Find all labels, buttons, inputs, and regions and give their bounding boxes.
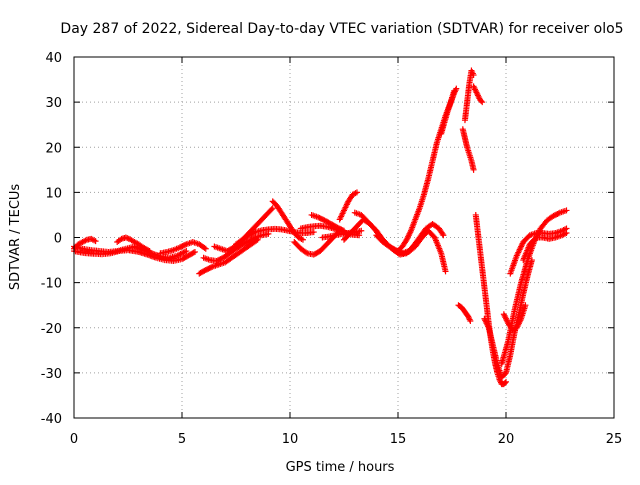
y-axis-label: SDTVAR / TECUs [8, 184, 23, 291]
y-tick-label: 30 [45, 96, 62, 111]
point-trail [520, 230, 569, 262]
point-trail [72, 236, 98, 251]
point-trail [501, 303, 528, 333]
series-hour11-bump [308, 211, 347, 234]
point-trail [462, 69, 476, 122]
series-hour20-branch [500, 302, 529, 334]
series-early-hump [114, 234, 153, 255]
series-hour13-up [336, 189, 360, 223]
point-trail [197, 237, 260, 276]
series-hour21-lower [520, 229, 570, 264]
y-tick-label: 40 [45, 51, 62, 66]
y-tick-label: -40 [41, 412, 62, 427]
series-hour18-slope [459, 126, 477, 173]
y-tick-label: -10 [41, 277, 62, 292]
series-hour20-valley [481, 257, 535, 381]
x-tick-label: 10 [282, 432, 299, 447]
y-tick-label: -20 [41, 322, 62, 337]
y-tick-label: 10 [45, 186, 62, 201]
series-hour18-right [470, 83, 486, 106]
data-point [503, 378, 509, 385]
series-hour18-neg [455, 302, 474, 324]
y-tick-label: 0 [54, 232, 62, 247]
chart-title: Day 287 of 2022, Sidereal Day-to-day VTE… [60, 21, 623, 37]
point-trail [471, 84, 485, 104]
point-trail [507, 226, 569, 275]
x-tick-label: 0 [70, 432, 78, 447]
point-trail [482, 258, 535, 380]
data-points [71, 67, 570, 388]
x-tick-label: 25 [606, 432, 623, 447]
series-mid-b [200, 230, 272, 264]
series-mid-dip [157, 239, 209, 257]
point-trail [310, 212, 346, 234]
point-trail [460, 127, 477, 172]
x-tick-label: 5 [178, 432, 186, 447]
point-trail [115, 234, 152, 254]
data-point [479, 99, 486, 106]
point-trail [159, 239, 208, 256]
x-axis-label: GPS time / hours [286, 460, 395, 475]
y-axis-ticks: -40 -30 -20 -10 0 10 20 30 40 [41, 51, 614, 427]
series-hour21-upper [507, 225, 570, 277]
series-hour18-top [461, 67, 477, 124]
series-hour9-peak [269, 198, 306, 243]
y-tick-label: 20 [45, 141, 62, 156]
point-trail [337, 190, 359, 221]
x-axis-ticks: 0 5 10 15 20 25 [70, 57, 622, 447]
point-trail [270, 199, 305, 243]
x-tick-label: 20 [498, 432, 515, 447]
point-trail [456, 302, 473, 323]
y-tick-label: -30 [41, 367, 62, 382]
series-hour17-spike [438, 85, 460, 137]
point-trail [438, 87, 459, 136]
point-trail [202, 231, 270, 264]
series-early-bump [71, 235, 99, 252]
x-tick-label: 15 [390, 432, 407, 447]
